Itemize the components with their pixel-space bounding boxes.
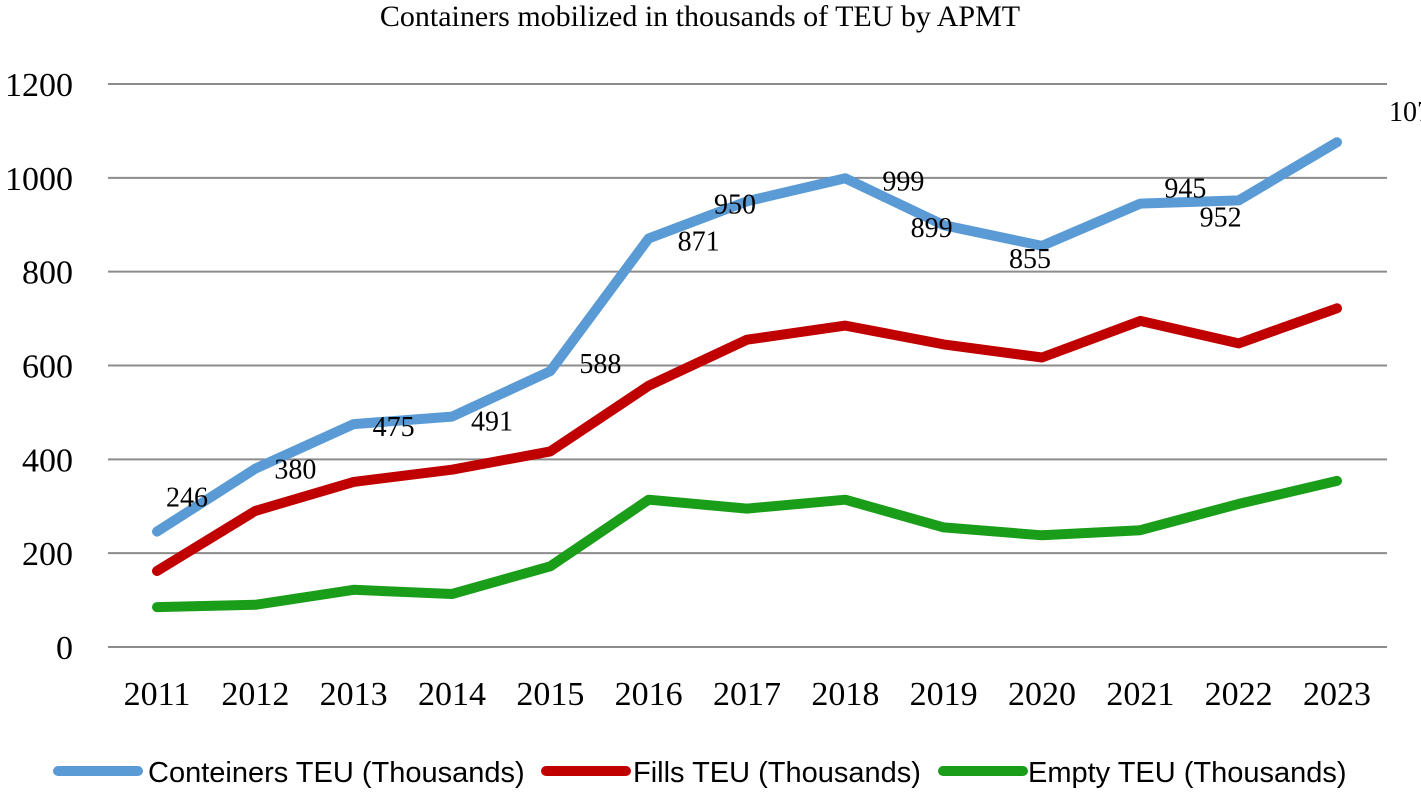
data-label: 1076 [1389,97,1421,128]
x-tick-label: 2021 [1106,676,1174,713]
y-axis-ticks: 0 200 400 600 800 1000 1200 [5,67,73,667]
series-line-1 [152,137,1342,537]
data-label: 491 [471,407,513,438]
data-label: 855 [1009,244,1051,275]
x-tick-label: 2011 [124,676,191,713]
legend: Conteiners TEU (Thousands) Fills TEU (Tho… [53,757,1347,789]
y-tick-label: 1000 [5,161,73,198]
data-label: 952 [1200,202,1242,233]
x-tick-label: 2016 [615,676,683,713]
x-tick-label: 2013 [320,676,388,713]
x-tick-label: 2023 [1303,676,1371,713]
x-tick-label: 2014 [418,676,486,713]
x-tick-label: 2022 [1205,676,1273,713]
legend-label-2: Fills TEU (Thousands) [633,757,921,789]
data-label: 871 [678,226,720,257]
x-tick-label: 2015 [516,676,584,713]
y-tick-label: 800 [22,255,73,292]
data-label: 899 [911,213,953,244]
series-line-3 [152,475,1342,613]
y-tick-label: 1200 [5,67,73,104]
y-tick-label: 200 [22,536,73,573]
y-tick-label: 0 [56,630,73,667]
x-tick-label: 2017 [713,676,781,713]
data-label: 999 [882,166,924,197]
data-label: 380 [274,455,316,486]
x-tick-label: 2018 [811,676,879,713]
x-tick-label: 2012 [221,676,289,713]
gridlines [108,83,1387,648]
chart-title: Containers mobilized in thousands of TEU… [380,0,1020,33]
series-lines [152,137,1342,613]
data-label: 246 [166,483,208,514]
data-label: 945 [1164,174,1206,205]
legend-label-3: Empty TEU (Thousands) [1028,757,1347,789]
y-tick-label: 400 [22,442,73,479]
x-tick-label: 2020 [1008,676,1076,713]
x-axis-ticks: 2011 2012 2013 2014 2015 2016 2017 2018 2019 2020… [124,676,1371,713]
data-label: 475 [373,412,415,443]
y-tick-label: 600 [22,349,73,386]
series-line-2 [152,303,1342,576]
legend-label-1: Conteiners TEU (Thousands) [148,757,525,789]
data-label: 588 [579,349,621,380]
data-label: 950 [714,189,756,220]
x-tick-label: 2019 [910,676,978,713]
